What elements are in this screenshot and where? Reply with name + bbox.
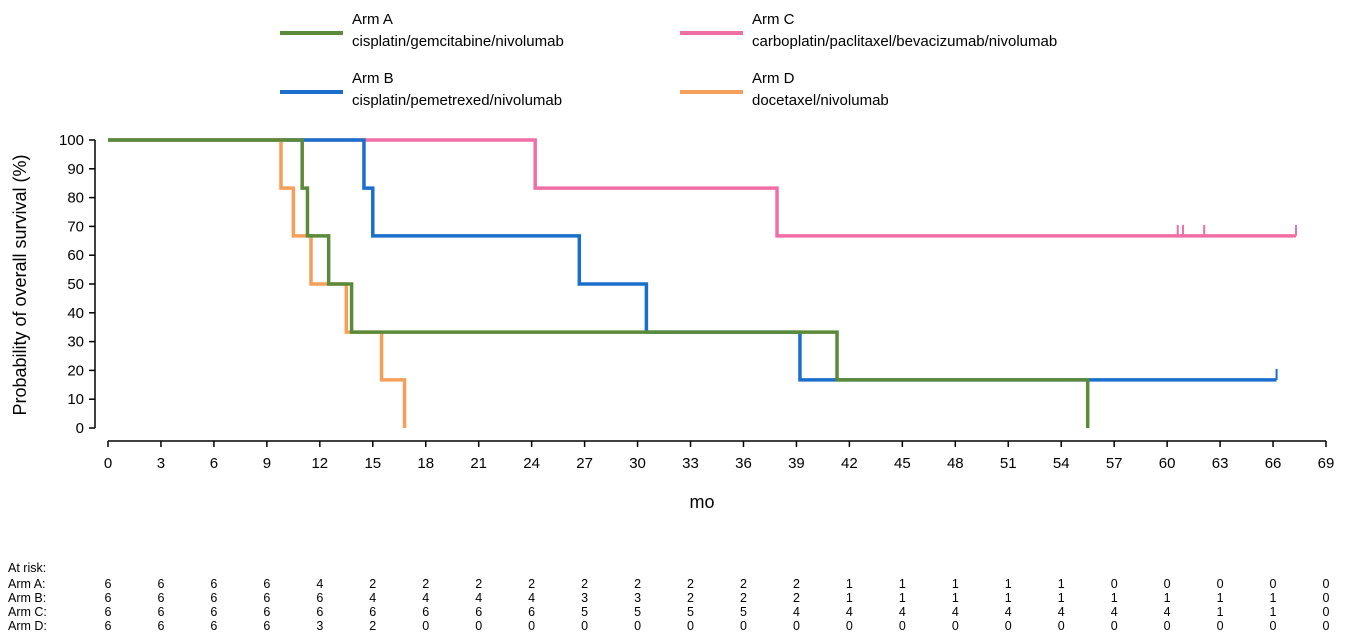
y-tick-label: 50 (67, 276, 84, 293)
x-tick-label: 36 (735, 455, 752, 472)
x-tick-label: 45 (894, 455, 911, 472)
y-tick-label: 90 (67, 161, 84, 178)
y-tick-label: 70 (67, 218, 84, 235)
x-tick-label: 39 (788, 455, 805, 472)
x-tick-label: 3 (157, 455, 165, 472)
legend-regimen: cisplatin/pemetrexed/nivolumab (352, 92, 562, 109)
survival-curve-arm-c (108, 138, 1296, 238)
legend-regimen: cisplatin/gemcitabine/nivolumab (352, 33, 564, 50)
survival-curve-arm-b (108, 138, 1277, 382)
x-tick-label: 69 (1318, 455, 1335, 472)
x-tick-label: 27 (576, 455, 593, 472)
x-tick-label: 0 (104, 455, 112, 472)
legend-item: Arm C carboplatin/paclitaxel/bevacizumab/… (680, 11, 1057, 50)
x-tick-label: 9 (263, 455, 271, 472)
legend-item: Arm B cisplatin/pemetrexed/nivolumab (280, 70, 562, 109)
x-tick-label: 57 (1106, 455, 1123, 472)
survival-curves (108, 138, 1297, 428)
x-tick-label: 12 (311, 455, 328, 472)
legend: Arm Acisplatin/gemcitabine/nivolumabArm … (280, 11, 1057, 109)
legend-regimen: docetaxel/nivolumab (752, 92, 889, 109)
y-tick-label: 20 (67, 362, 84, 379)
x-tick-label: 33 (682, 455, 699, 472)
legend-series-name: Arm D (752, 70, 795, 87)
y-tick-label: 60 (67, 247, 84, 264)
y-tick-label: 80 (67, 190, 84, 207)
x-tick-label: 42 (841, 455, 858, 472)
y-tick-label: 100 (59, 132, 84, 149)
x-tick-label: 15 (364, 455, 381, 472)
x-tick-label: 48 (947, 455, 964, 472)
y-tick-label: 40 (67, 305, 84, 322)
x-tick-label: 24 (523, 455, 540, 472)
survival-curve-arm-d (108, 138, 407, 428)
x-axis-title: mo (689, 492, 714, 512)
x-tick-label: 6 (210, 455, 218, 472)
x-tick-label: 60 (1159, 455, 1176, 472)
y-axis-title: Probability of overall survival (%) (10, 154, 30, 415)
y-tick-label: 30 (67, 334, 84, 351)
legend-item: Arm A cisplatin/gemcitabine/nivolumab (280, 11, 564, 50)
legend-regimen: carboplatin/paclitaxel/bevacizumab/nivol… (752, 33, 1057, 50)
x-tick-label: 63 (1212, 455, 1229, 472)
y-tick-label: 0 (76, 420, 84, 437)
x-tick-label: 54 (1053, 455, 1070, 472)
legend-series-name: Arm A (352, 11, 393, 28)
survival-curve-arm-a (108, 138, 1090, 428)
x-tick-label: 51 (1000, 455, 1017, 472)
x-tick-label: 18 (417, 455, 434, 472)
y-tick-label: 10 (67, 391, 84, 408)
x-axis: 0 3 6 9 12 15 18 21 24 27 30 33 36 39 42 45 48 51 54 57 60 63… (104, 440, 1335, 472)
y-axis: 0 10 20 30 40 50 60 70 80 90 100 (59, 132, 96, 437)
x-tick-label: 66 (1265, 455, 1282, 472)
legend-item: Arm D docetaxel/nivolumab (680, 70, 889, 109)
x-tick-label: 21 (470, 455, 487, 472)
legend-series-name: Arm C (752, 11, 795, 28)
x-tick-label: 30 (629, 455, 646, 472)
legend-series-name: Arm B (352, 70, 394, 87)
